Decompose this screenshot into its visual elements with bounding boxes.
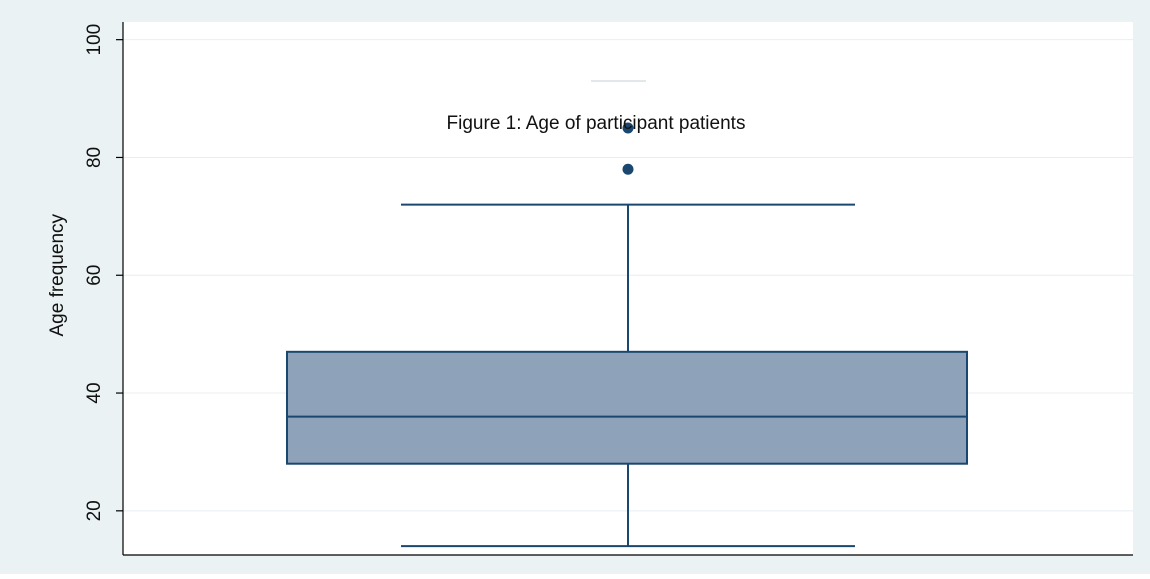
box-plot-group — [286, 203, 968, 548]
y-tick-label-40: 40 — [84, 382, 105, 403]
outlier-point-78 — [622, 163, 634, 175]
outlier-point-85 — [622, 122, 634, 134]
chart-title: Figure 1: Age of participant patients — [447, 113, 746, 134]
y-axis-label: Age frequency — [47, 213, 68, 336]
y-tick-label-60: 60 — [84, 265, 105, 286]
axes: 20 40 60 80 100 — [84, 22, 1133, 556]
y-tick-label-20: 20 — [84, 500, 105, 521]
y-tick-label-80: 80 — [84, 147, 105, 168]
y-tick-label-100: 100 — [84, 24, 105, 56]
interquartile-box — [286, 350, 968, 465]
outlier-points — [622, 122, 634, 175]
